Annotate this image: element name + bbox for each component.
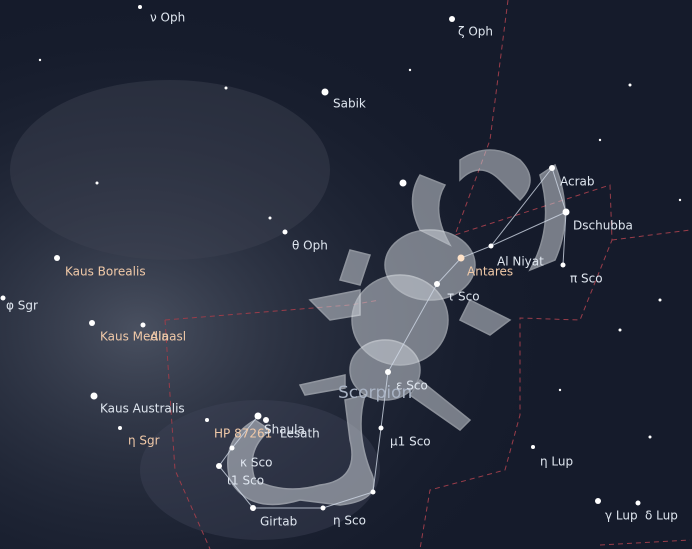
- star-label: Lesath: [280, 427, 320, 441]
- star: [563, 209, 570, 216]
- sky-view[interactable]: ν Oph ζ Oph Sabik Acrab Dschubba Al Niya…: [0, 0, 692, 549]
- star: [595, 498, 601, 504]
- star-label: ε Sco: [396, 379, 428, 393]
- star: [629, 84, 632, 87]
- star-label: Sabik: [333, 97, 366, 111]
- star: [434, 281, 440, 287]
- star-label: τ Sco: [447, 290, 480, 304]
- star: [225, 87, 228, 90]
- star: [322, 89, 329, 96]
- star-label: Girtab: [260, 515, 297, 529]
- star: [449, 16, 455, 22]
- star-label: Antares: [467, 265, 513, 279]
- star: [1, 296, 6, 301]
- star: [549, 165, 555, 171]
- star: [283, 230, 288, 235]
- star: [409, 69, 411, 71]
- star-label: π Sco: [570, 272, 603, 286]
- star: [636, 501, 641, 506]
- star-label: μ1 Sco: [390, 435, 431, 449]
- star: [489, 244, 494, 249]
- star-label: η Sgr: [128, 434, 160, 448]
- page: {"labels": ["ν Oph", "ζ Oph", "Sabik", "…: [0, 0, 692, 549]
- star: [39, 59, 41, 61]
- star: [89, 320, 95, 326]
- star-label: Acrab: [560, 175, 595, 189]
- star: [321, 506, 326, 511]
- star: [561, 263, 566, 268]
- star: [385, 369, 391, 375]
- star: [205, 418, 209, 422]
- star: [255, 413, 262, 420]
- star: [659, 299, 662, 302]
- star-label: δ Lup: [645, 509, 678, 523]
- star: [679, 199, 681, 201]
- star-label: φ Sgr: [6, 299, 38, 313]
- star-label: ζ Oph: [458, 25, 493, 39]
- star: [599, 139, 601, 141]
- star-label: ν Oph: [150, 11, 185, 25]
- star: [216, 463, 222, 469]
- star-label: Kaus Australis: [100, 402, 185, 416]
- star: [649, 436, 652, 439]
- star: [141, 323, 146, 328]
- star: [458, 255, 465, 262]
- star: [54, 255, 60, 261]
- star-label: Dschubba: [573, 219, 633, 233]
- star: [230, 446, 235, 451]
- star: [400, 180, 407, 187]
- star: [379, 426, 384, 431]
- star-label: γ Lup: [605, 509, 638, 523]
- star: [559, 389, 561, 391]
- star: [619, 329, 622, 332]
- star: [371, 490, 376, 495]
- star-label: κ Sco: [240, 456, 272, 470]
- star: [91, 393, 98, 400]
- star: [531, 445, 535, 449]
- star-label: η Sco: [333, 514, 366, 528]
- star-label: Alnasl: [150, 330, 186, 344]
- star-label: ι1 Sco: [227, 474, 264, 488]
- star-label: η Lup: [540, 455, 573, 469]
- star: [118, 426, 122, 430]
- star: [269, 217, 272, 220]
- star-label: Kaus Borealis: [65, 265, 146, 279]
- star: [138, 5, 142, 9]
- star: [96, 182, 99, 185]
- star-label: θ Oph: [292, 239, 328, 253]
- star: [250, 505, 256, 511]
- milky-way-cloud: [10, 80, 330, 260]
